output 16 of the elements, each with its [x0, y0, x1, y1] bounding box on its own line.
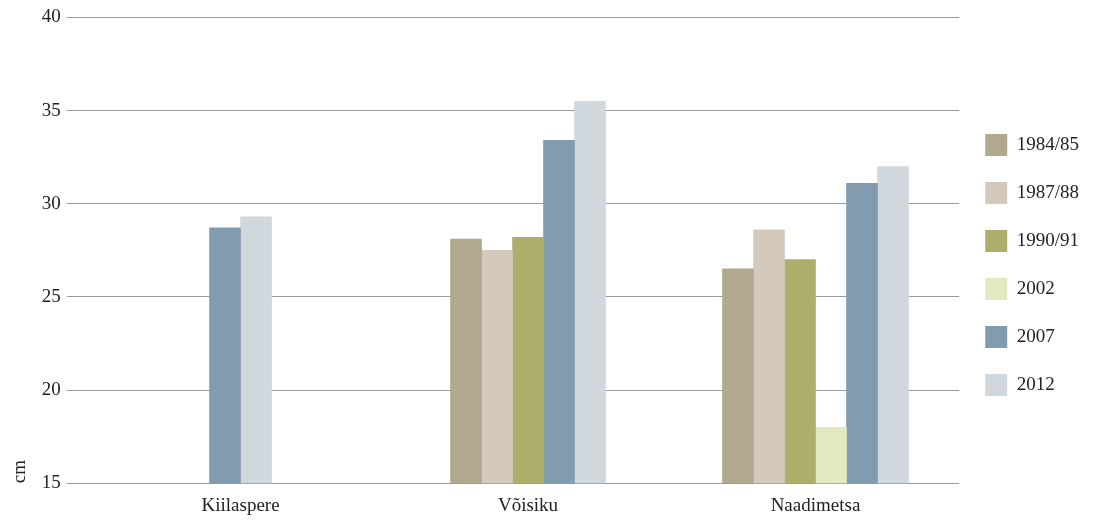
legend-label: 2002	[1016, 276, 1055, 298]
y-tick-label: 35	[41, 98, 61, 120]
legend-label: 1984/85	[1016, 132, 1079, 154]
x-tick-label: Kiilaspere	[201, 493, 280, 515]
x-tick-label: Võisiku	[497, 493, 559, 515]
legend-label: 1987/88	[1016, 180, 1079, 202]
legend-label: 2007	[1016, 324, 1055, 346]
y-tick-label: 40	[41, 5, 61, 27]
y-axis-title: cm	[8, 459, 30, 484]
y-tick-label: 15	[41, 471, 61, 493]
x-tick-label: Naadimetsa	[770, 493, 861, 515]
legend-label: 1990/91	[1016, 228, 1079, 250]
y-tick-label: 30	[41, 191, 61, 213]
y-tick-label: 25	[41, 284, 61, 306]
y-tick-label: 20	[41, 378, 61, 400]
legend-label: 2012	[1016, 372, 1055, 394]
